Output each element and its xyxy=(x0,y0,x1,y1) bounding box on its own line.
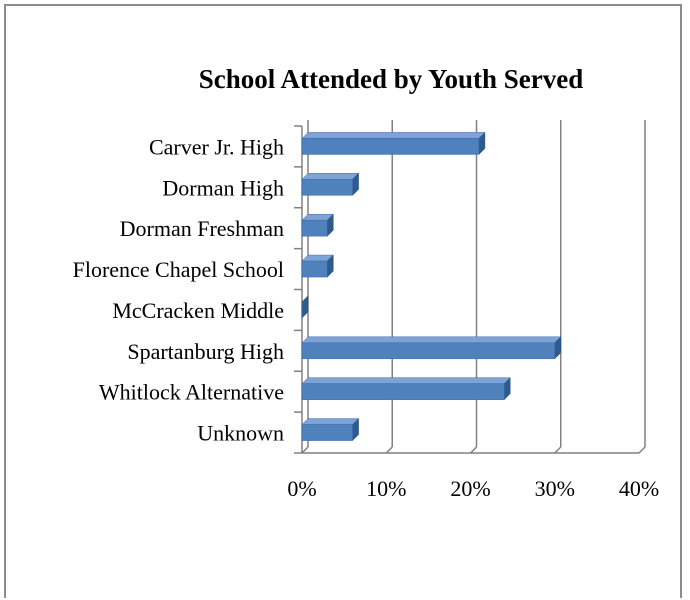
tick-label: 10% xyxy=(366,476,406,501)
bar xyxy=(301,213,334,237)
tick-label: 30% xyxy=(535,476,575,501)
bar xyxy=(301,295,309,319)
bar xyxy=(301,336,562,360)
bar-layer xyxy=(301,131,562,442)
chart-frame: School Attended by Youth Served Carver J… xyxy=(4,4,682,598)
bar-chart: School Attended by Youth Served Carver J… xyxy=(73,64,660,501)
category-label: Dorman Freshman xyxy=(120,216,284,241)
floor-tick xyxy=(385,446,393,454)
tick-label: 20% xyxy=(450,476,490,501)
tick-label: 0% xyxy=(287,476,316,501)
floor-tick xyxy=(301,446,309,454)
category-label: Dorman High xyxy=(162,175,284,200)
grid-layer xyxy=(301,120,646,454)
bar xyxy=(301,254,334,278)
category-label: Spartanburg High xyxy=(127,339,284,364)
bar xyxy=(301,131,486,156)
category-label: Whitlock Alternative xyxy=(99,380,284,405)
tick-label: 40% xyxy=(619,476,659,501)
floor-tick xyxy=(638,446,646,454)
category-label: Florence Chapel School xyxy=(73,257,284,282)
category-label: Unknown xyxy=(197,421,284,446)
bar xyxy=(301,172,360,196)
bar xyxy=(301,377,511,401)
category-label: Carver Jr. High xyxy=(149,134,284,159)
floor-tick xyxy=(554,446,562,454)
chart-title: School Attended by Youth Served xyxy=(199,64,584,94)
label-layer: Carver Jr. High Dorman High Dorman Freshma… xyxy=(73,134,660,501)
floor-tick xyxy=(469,446,478,454)
bar xyxy=(301,417,360,442)
category-label: McCracken Middle xyxy=(112,298,284,323)
